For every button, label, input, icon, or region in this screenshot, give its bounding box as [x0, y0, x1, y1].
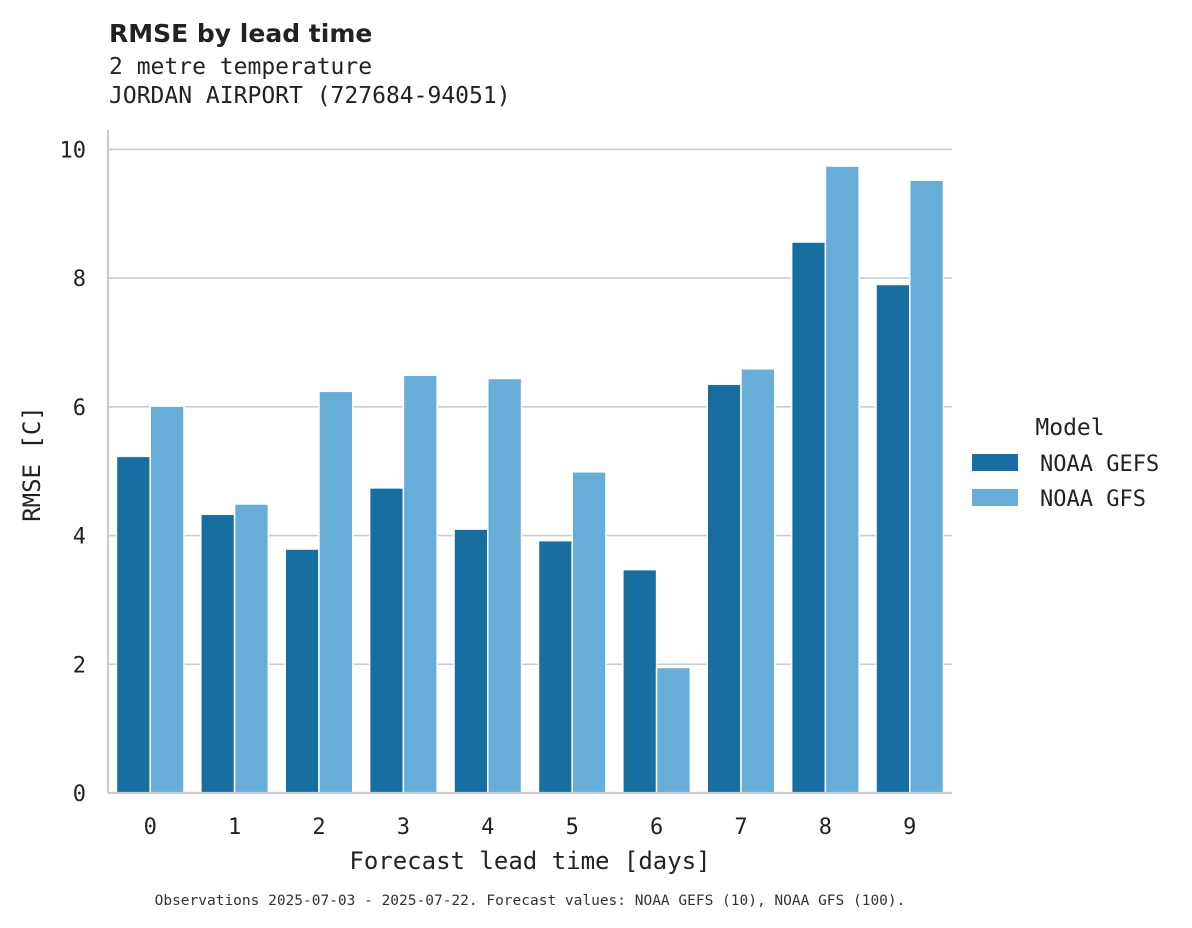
y-tick-label: 0: [73, 782, 86, 807]
footnote: Observations 2025-07-03 - 2025-07-22. Fo…: [155, 893, 906, 909]
chart-subtitle-line-1: 2 metre temperature: [109, 54, 372, 80]
bar: [790, 241, 827, 794]
bar: [909, 179, 945, 794]
legend-label: NOAA GEFS: [1040, 452, 1159, 477]
x-tick-label: 1: [228, 815, 241, 840]
bar: [233, 503, 270, 794]
x-tick-label: 4: [481, 815, 494, 840]
bar: [655, 666, 692, 794]
legend-label: NOAA GFS: [1040, 487, 1146, 512]
x-tick-label: 5: [566, 815, 579, 840]
x-tick-label: 7: [734, 815, 747, 840]
bar: [115, 455, 151, 794]
bar: [149, 405, 185, 794]
bar: [284, 548, 320, 794]
axes-group: [106, 130, 952, 795]
y-tick-label: 10: [60, 138, 87, 163]
y-axis-label: RMSE [C]: [18, 406, 46, 522]
legend-swatch: [972, 489, 1018, 506]
legend-title: Model: [1035, 415, 1104, 441]
bar: [368, 487, 405, 794]
bar: [740, 368, 776, 794]
y-tick-label: 6: [73, 396, 86, 421]
bar: [622, 568, 658, 794]
y-tick-label: 4: [73, 525, 86, 550]
legend-swatch: [972, 454, 1018, 471]
bar: [824, 165, 860, 794]
x-tick-label: 6: [650, 815, 663, 840]
x-axis-label: Forecast lead time [days]: [349, 847, 710, 875]
y-tick-labels: 0 2 4 6 8 10: [60, 138, 87, 807]
bar: [453, 528, 489, 794]
x-tick-labels: 0 1 2 3 4 5 6 7 8 9: [144, 815, 917, 840]
bar: [402, 374, 438, 794]
x-tick-label: 8: [819, 815, 832, 840]
bars-group: [115, 165, 945, 794]
bar: [318, 390, 354, 794]
y-tick-label: 2: [73, 653, 86, 678]
chart-subtitle-line-2: JORDAN AIRPORT (727684-94051): [109, 83, 511, 109]
x-tick-label: 9: [903, 815, 916, 840]
bar: [706, 383, 742, 794]
legend: Model NOAA GEFS NOAA GFS: [972, 415, 1159, 512]
bar: [875, 283, 911, 794]
x-tick-label: 3: [397, 815, 410, 840]
x-tick-label: 2: [312, 815, 325, 840]
y-tick-label: 8: [73, 267, 86, 292]
bar: [200, 513, 236, 794]
bar: [487, 377, 523, 794]
bar: [537, 539, 573, 794]
x-tick-label: 0: [144, 815, 157, 840]
bar: [571, 471, 607, 794]
chart-title: RMSE by lead time: [109, 19, 372, 48]
